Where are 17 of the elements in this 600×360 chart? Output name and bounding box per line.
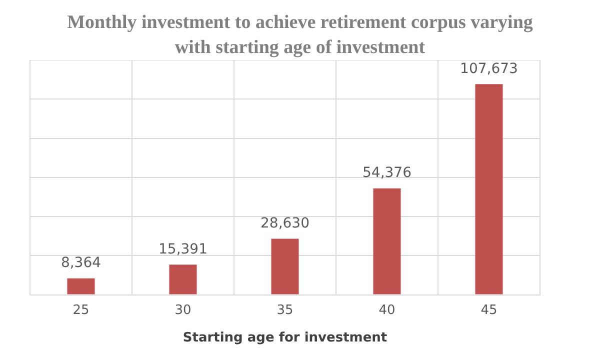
x-tick-label: 30: [174, 302, 192, 318]
x-axis-title: Starting age for investment: [182, 330, 388, 346]
data-label: 107,673: [460, 60, 518, 77]
chart-title: Monthly investment to achieve retirement corpus varying with starting age of investment: [66, 11, 534, 60]
data-label: 8,364: [60, 255, 102, 272]
bar: [475, 84, 503, 294]
data-label: 28,630: [260, 215, 310, 232]
x-tick-label: 45: [480, 302, 498, 318]
x-tick-label: 40: [378, 302, 396, 318]
x-tick-label: 25: [72, 302, 90, 318]
bar: [271, 238, 299, 294]
data-label: 54,376: [362, 165, 412, 182]
bar: [67, 278, 95, 294]
x-tick-label: 35: [276, 302, 294, 318]
data-label: 15,391: [158, 241, 208, 258]
bar: [373, 188, 401, 294]
bar: [169, 264, 197, 294]
